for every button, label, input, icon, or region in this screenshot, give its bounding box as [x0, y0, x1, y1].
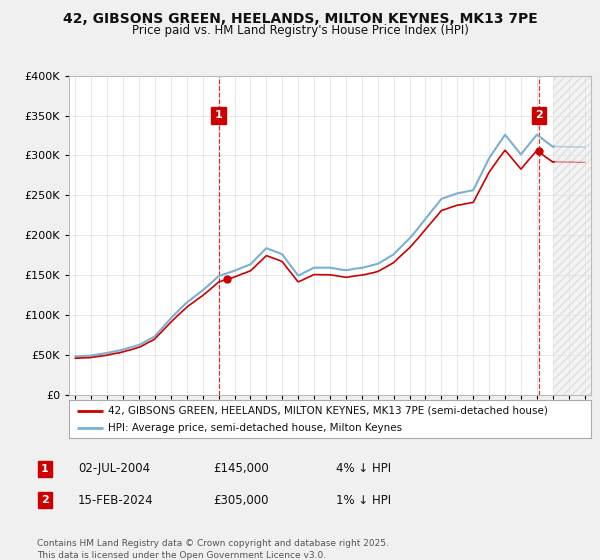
Text: 42, GIBSONS GREEN, HEELANDS, MILTON KEYNES, MK13 7PE (semi-detached house): 42, GIBSONS GREEN, HEELANDS, MILTON KEYN…	[108, 405, 548, 416]
Text: 15-FEB-2024: 15-FEB-2024	[78, 493, 154, 507]
Text: 42, GIBSONS GREEN, HEELANDS, MILTON KEYNES, MK13 7PE: 42, GIBSONS GREEN, HEELANDS, MILTON KEYN…	[62, 12, 538, 26]
Text: HPI: Average price, semi-detached house, Milton Keynes: HPI: Average price, semi-detached house,…	[108, 423, 402, 433]
Text: 1: 1	[215, 110, 223, 120]
Text: 4% ↓ HPI: 4% ↓ HPI	[336, 462, 391, 475]
Bar	[553, 76, 591, 395]
Text: 2: 2	[41, 495, 49, 505]
Text: Price paid vs. HM Land Registry's House Price Index (HPI): Price paid vs. HM Land Registry's House …	[131, 24, 469, 36]
Text: 02-JUL-2004: 02-JUL-2004	[78, 462, 150, 475]
Text: £145,000: £145,000	[213, 462, 269, 475]
Text: £305,000: £305,000	[213, 493, 269, 507]
Text: 2: 2	[535, 110, 542, 120]
Text: 1: 1	[41, 464, 49, 474]
Text: Contains HM Land Registry data © Crown copyright and database right 2025.
This d: Contains HM Land Registry data © Crown c…	[37, 539, 389, 559]
Text: 1% ↓ HPI: 1% ↓ HPI	[336, 493, 391, 507]
